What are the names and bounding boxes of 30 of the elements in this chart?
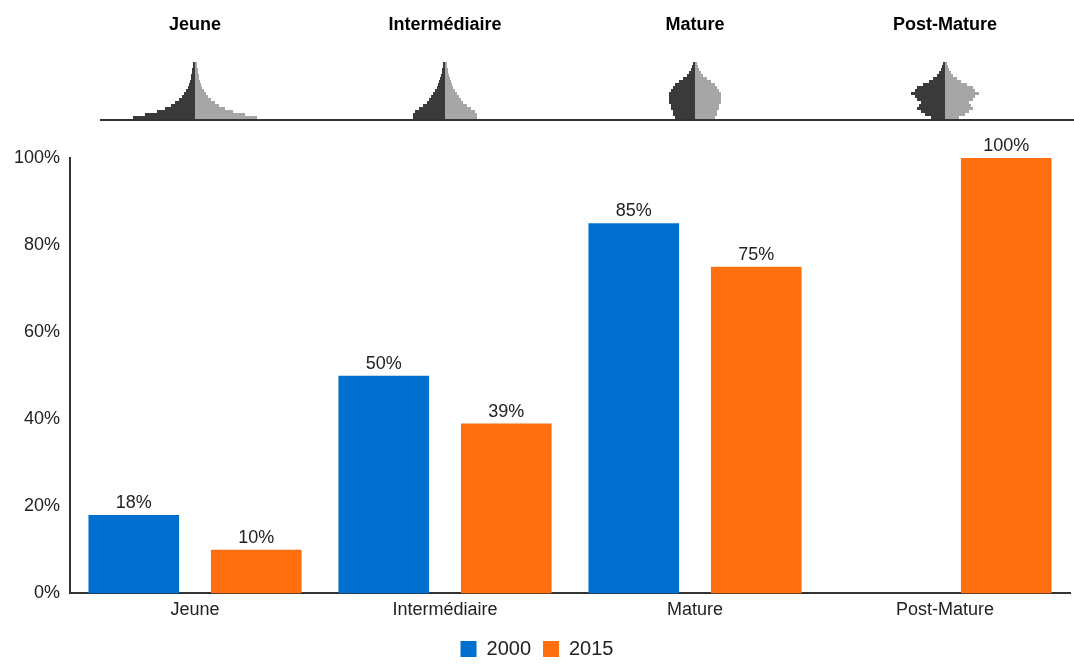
data-label: 75% [738,243,775,264]
y-tick-label: 20% [24,495,61,516]
y-tick-label: 60% [24,321,61,342]
x-tick-label: Mature [667,599,724,620]
bar [338,375,430,594]
text: Post-Mature [892,14,998,35]
data-label: 10% [238,526,275,547]
bar [710,266,802,594]
data-label: 39% [488,400,525,421]
text: Intermédiaire [388,14,502,35]
y-tick-label: 100% [13,146,61,167]
bar [460,423,552,594]
bar [88,515,180,594]
x-tick-label: Post-Mature [895,599,995,620]
legend-label: 2000 [486,636,532,659]
legend-label: 2015 [569,636,614,659]
y-tick-label: 0% [34,582,61,603]
bar [588,223,680,594]
data-label: 50% [365,352,402,373]
x-tick-label: Jeune [170,599,220,620]
text: Mature [665,14,725,35]
text: Jeune [169,14,222,35]
data-label: 100% [983,134,1030,155]
x-tick-label: Intermédiaire [392,599,498,620]
data-label: 18% [115,492,152,512]
y-tick-label: 40% [24,408,61,429]
bar [210,549,302,594]
y-tick-label: 80% [24,234,61,255]
data-label: 85% [615,200,652,221]
bar [960,158,1052,594]
